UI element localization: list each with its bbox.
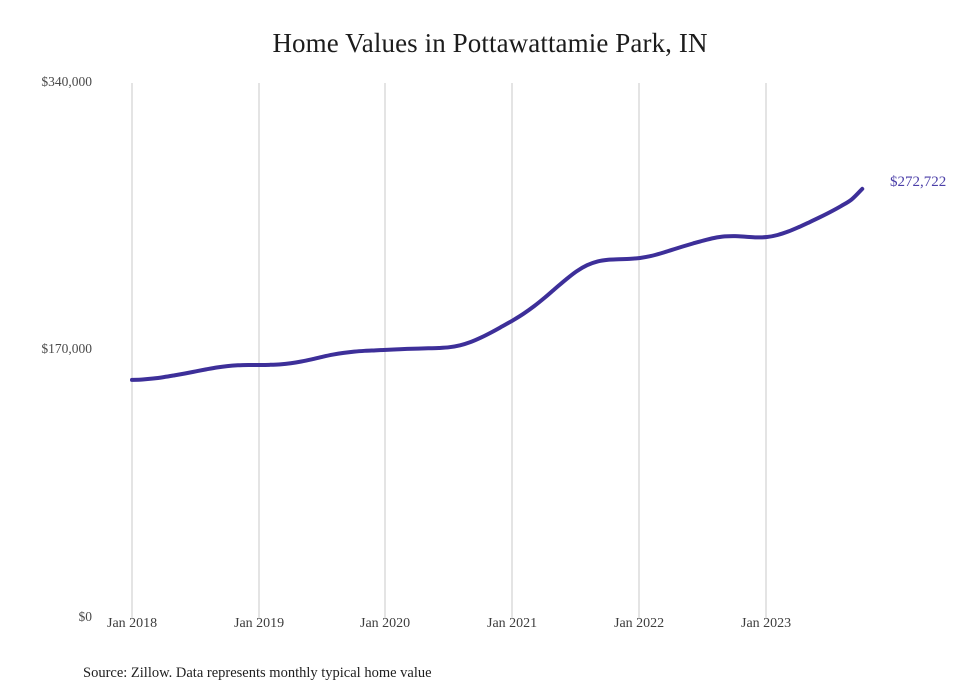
x-axis-tick-label-jan-2022: Jan 2022 <box>614 616 665 631</box>
home-value-line <box>130 186 865 382</box>
x-axis-tick-label-jan-2018: Jan 2018 <box>107 616 158 631</box>
chart-title: Home Values in Pottawattamie Park, IN <box>272 28 708 58</box>
x-axis-tick-label-jan-2020: Jan 2020 <box>360 616 411 631</box>
x-axis-tick-label-jan-2019: Jan 2019 <box>234 616 285 631</box>
y-axis-tick-label-top: $340,000 <box>41 74 92 89</box>
end-value-annotation: $272,722 <box>890 174 947 190</box>
x-axis-tick-label-jan-2023: Jan 2023 <box>741 616 792 631</box>
source-note: Source: Zillow. Data represents monthly … <box>83 665 432 681</box>
x-axis-tick-label-jan-2021: Jan 2021 <box>487 616 538 631</box>
y-axis-tick-label-mid: $170,000 <box>41 341 92 356</box>
y-axis-tick-label-bottom: $0 <box>78 609 93 624</box>
gridlines <box>131 83 767 618</box>
